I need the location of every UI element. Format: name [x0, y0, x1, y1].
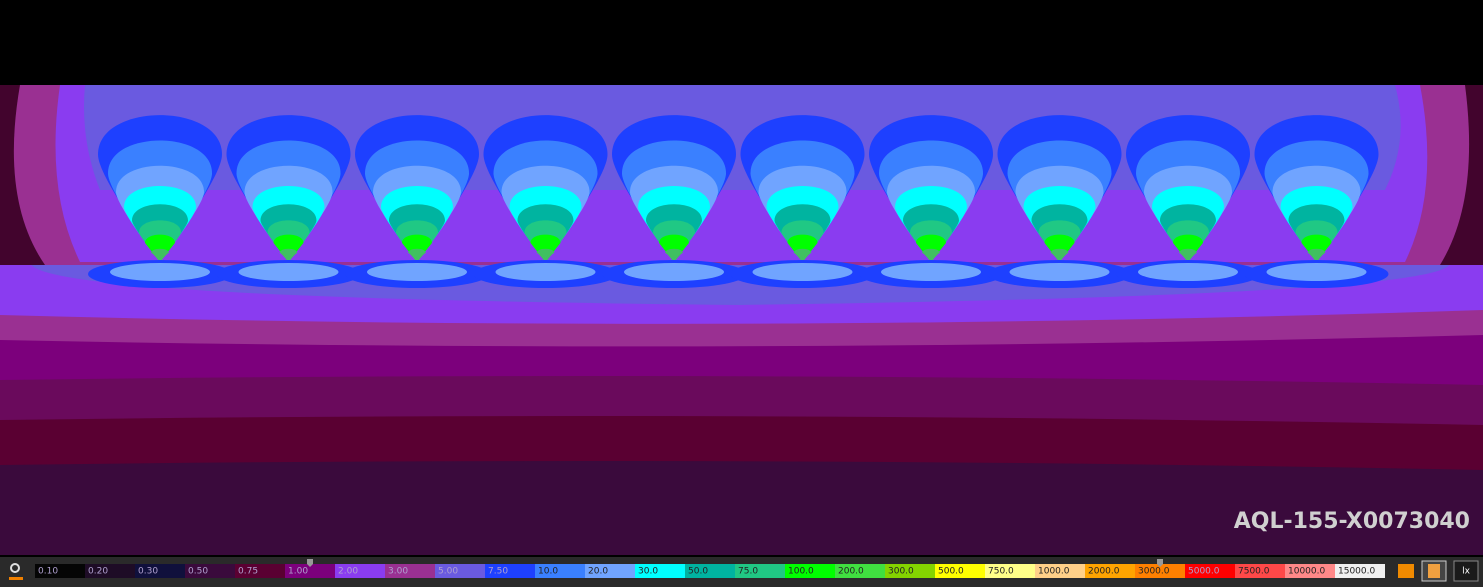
- floor-spot: [1009, 263, 1110, 281]
- unit-button[interactable]: [1453, 560, 1479, 582]
- floor-spot: [1266, 263, 1367, 281]
- legend-swatch: [1235, 564, 1285, 578]
- legend-swatch: [785, 564, 835, 578]
- legend-label: 7.50: [488, 567, 508, 577]
- luminaire-contour: [536, 248, 555, 262]
- luminaire-contour: [1307, 248, 1326, 262]
- legend-swatch: [735, 564, 785, 578]
- legend-label: 0.50: [188, 567, 208, 577]
- legend-label: 3.00: [388, 567, 408, 577]
- legend-swatch: [1335, 564, 1385, 578]
- legend-swatch: [35, 564, 85, 578]
- legend-label: 5.00: [438, 567, 458, 577]
- legend-swatch: [185, 564, 235, 578]
- floor-spot: [238, 263, 339, 281]
- luminaire-contour: [1173, 234, 1203, 262]
- luminaire-contour: [402, 234, 432, 262]
- legend: 0.10 0.20 0.30 0.50 0.75 1.00 2.00 3.00 5.00 7.50…: [35, 559, 1385, 578]
- legend-label: 1000.0: [1038, 567, 1070, 577]
- legend-swatch: [1285, 564, 1335, 578]
- color-mode-button[interactable]: [1398, 564, 1414, 578]
- legend-swatch: [435, 564, 485, 578]
- gear-underline: [9, 577, 23, 580]
- legend-label: 10.0: [538, 567, 558, 577]
- legend-label: 7500.0: [1238, 567, 1270, 577]
- gear-icon[interactable]: [10, 563, 20, 573]
- legend-swatch: [585, 564, 635, 578]
- luminaire-contour: [1044, 234, 1075, 262]
- legend-swatch: [335, 564, 385, 578]
- luminaire-contour: [665, 248, 683, 262]
- color-scale-icon: [1428, 564, 1440, 578]
- legend-swatch: [285, 564, 335, 578]
- luminaire-contour: [787, 234, 818, 262]
- watermark: AQL-155-X0073040: [1234, 509, 1470, 534]
- legend-swatch: [885, 564, 935, 578]
- legend-label: 0.30: [138, 567, 158, 577]
- settings-button[interactable]: [9, 563, 23, 580]
- legend-label: 3000.0: [1138, 567, 1170, 577]
- legend-swatch: [485, 564, 535, 578]
- legend-label: 500.0: [938, 567, 964, 577]
- legend-label: 1.00: [288, 567, 308, 577]
- floor-spot: [110, 263, 210, 281]
- legend-swatch: [635, 564, 685, 578]
- legend-label: 5000.0: [1188, 567, 1220, 577]
- floor-spot: [1138, 263, 1238, 281]
- floor-spot: [752, 263, 853, 281]
- legend-swatch: [1185, 564, 1235, 578]
- legend-label: 750.0: [988, 567, 1014, 577]
- luminaire-contour: [530, 234, 561, 262]
- legend-swatch: [1035, 564, 1085, 578]
- legend-label: 200.0: [838, 567, 864, 577]
- floor-spot: [881, 263, 981, 281]
- legend-swatch: [385, 564, 435, 578]
- legend-swatch: [1085, 564, 1135, 578]
- luminaire-contour: [922, 248, 940, 262]
- floor-spot: [624, 263, 724, 281]
- legend-label: 0.10: [38, 567, 58, 577]
- legend-label: 75.0: [738, 567, 758, 577]
- luminaire-contour: [273, 234, 304, 262]
- legend-label: 0.20: [88, 567, 108, 577]
- luminaire-contour: [145, 234, 175, 262]
- luminaire-contour: [279, 248, 298, 262]
- luminaire-contour: [408, 248, 426, 262]
- luminaire-contour: [1301, 234, 1332, 262]
- legend-label: 100.0: [788, 567, 814, 577]
- luminaire-contour: [1050, 248, 1069, 262]
- legend-swatch: [1135, 564, 1185, 578]
- legend-label: 300.0: [888, 567, 914, 577]
- unit-label[interactable]: lx: [1462, 567, 1471, 577]
- legend-swatch: [85, 564, 135, 578]
- legend-swatch: [135, 564, 185, 578]
- legend-swatch: [985, 564, 1035, 578]
- luminaire-contour: [659, 234, 689, 262]
- floor-spot: [367, 263, 467, 281]
- legend-swatch: [685, 564, 735, 578]
- legend-label: 20.0: [588, 567, 608, 577]
- range-handle: [307, 559, 313, 567]
- legend-label: 30.0: [638, 567, 658, 577]
- range-handle: [1157, 559, 1163, 567]
- legend-swatch: [835, 564, 885, 578]
- luminaire-contour: [916, 234, 946, 262]
- luminaire-contour: [1179, 248, 1197, 262]
- legend-swatch: [535, 564, 585, 578]
- legend-label: 15000.0: [1338, 567, 1375, 577]
- legend-swatch: [235, 564, 285, 578]
- floor-spot: [495, 263, 596, 281]
- legend-label: 2000.0: [1088, 567, 1120, 577]
- false-color-render: [0, 85, 1483, 555]
- legend-label: 2.00: [338, 567, 358, 577]
- luminaire-contour: [151, 248, 169, 262]
- legend-label: 50.0: [688, 567, 708, 577]
- legend-swatch: [935, 564, 985, 578]
- legend-label: 0.75: [238, 567, 258, 577]
- legend-label: 10000.0: [1288, 567, 1325, 577]
- luminaire-contour: [793, 248, 812, 262]
